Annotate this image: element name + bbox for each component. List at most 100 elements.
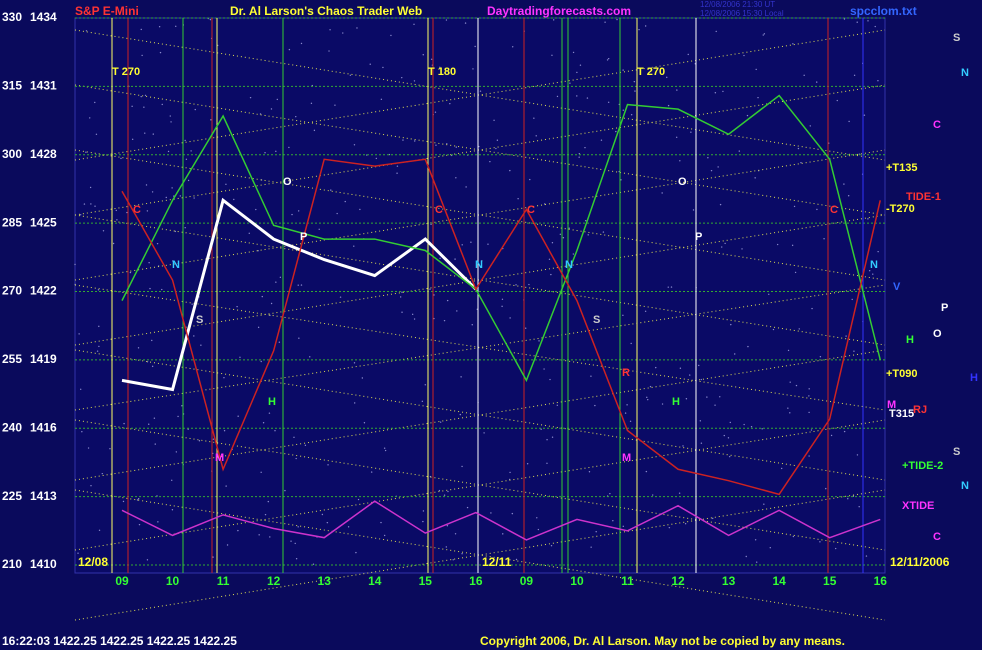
diagonal	[74, 419, 886, 551]
star	[339, 296, 342, 298]
star	[300, 284, 303, 286]
star	[334, 104, 336, 106]
star	[79, 214, 82, 216]
star	[761, 428, 763, 430]
annotation: O	[933, 328, 942, 340]
star	[724, 242, 726, 245]
star	[126, 211, 128, 214]
star	[312, 563, 315, 565]
star	[380, 521, 382, 524]
timestamp: 12/08/2006 15:30 Local	[700, 9, 784, 18]
star	[383, 447, 386, 449]
star	[452, 559, 454, 561]
star	[169, 115, 171, 117]
star	[868, 269, 871, 272]
star	[590, 375, 592, 377]
star	[237, 529, 239, 532]
star	[578, 156, 580, 158]
star	[445, 19, 448, 21]
star	[179, 195, 181, 197]
star	[489, 160, 491, 163]
annotation: O	[283, 176, 292, 188]
star	[89, 186, 92, 189]
star	[843, 183, 845, 185]
star	[80, 388, 82, 390]
star	[595, 531, 597, 533]
star	[470, 241, 472, 243]
star	[353, 402, 356, 404]
annotation: M	[887, 399, 896, 411]
star	[158, 26, 161, 28]
star	[363, 422, 366, 424]
star	[422, 510, 425, 512]
star	[816, 81, 818, 83]
star	[384, 449, 387, 452]
star	[356, 27, 358, 29]
star	[655, 366, 657, 369]
star	[170, 121, 172, 123]
star	[515, 284, 517, 286]
star	[297, 210, 300, 212]
star	[606, 59, 609, 61]
star	[548, 258, 551, 260]
star	[797, 147, 800, 150]
star	[874, 25, 876, 28]
star	[297, 526, 299, 528]
star	[537, 528, 540, 531]
x-tick-label: 11	[621, 574, 634, 588]
star	[717, 166, 719, 168]
star	[465, 186, 467, 188]
star	[399, 296, 402, 298]
star	[161, 103, 163, 106]
star	[638, 28, 640, 31]
star	[258, 534, 260, 536]
star	[830, 434, 833, 437]
annotation: C	[133, 204, 141, 216]
star	[449, 102, 451, 105]
star	[847, 195, 850, 197]
x-tick-label: 10	[166, 574, 180, 588]
y-tick-label: 1419	[30, 352, 57, 366]
copyright: Copyright 2006, Dr. Al Larson. May not b…	[480, 634, 845, 648]
star	[151, 365, 154, 368]
star	[411, 313, 414, 316]
star	[288, 146, 290, 149]
star	[259, 113, 262, 115]
star	[140, 28, 142, 31]
star	[330, 189, 332, 191]
annotation: V	[893, 281, 901, 293]
star	[556, 404, 559, 406]
star	[795, 384, 798, 387]
star	[823, 238, 825, 240]
star	[401, 76, 403, 79]
star	[863, 114, 866, 116]
star	[706, 396, 708, 398]
star	[255, 208, 257, 211]
star	[793, 205, 796, 208]
annotation: C	[435, 204, 443, 216]
star	[165, 196, 167, 199]
star	[268, 412, 271, 414]
y-tick-label: 1413	[30, 489, 57, 503]
y-tick-label: 1425	[30, 215, 57, 229]
star	[811, 307, 813, 310]
date-label: 12/11	[482, 555, 512, 569]
star	[264, 513, 267, 516]
star	[464, 22, 467, 24]
star	[481, 260, 483, 262]
star	[237, 415, 239, 417]
star	[853, 350, 855, 352]
star	[772, 328, 775, 331]
star	[321, 513, 324, 516]
star	[649, 385, 652, 388]
file-name: spcclom.txt	[850, 4, 917, 18]
star	[763, 503, 765, 505]
x-tick-label: 14	[368, 574, 382, 588]
star	[698, 364, 700, 367]
star	[210, 119, 212, 121]
annotation: C	[933, 531, 941, 543]
star	[792, 43, 794, 45]
status: 16:22:03 1422.25 1422.25 1422.25 1422.25	[2, 634, 237, 648]
y-tick-label: 1434	[30, 10, 57, 24]
star	[433, 317, 435, 320]
